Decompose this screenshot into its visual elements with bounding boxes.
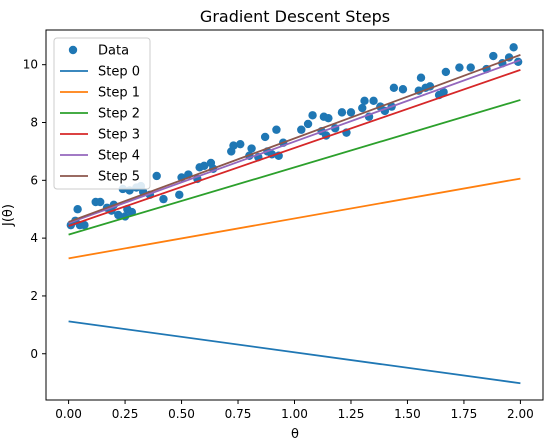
y-tick-label-5: 10 <box>23 58 38 72</box>
y-tick-label-4: 8 <box>30 116 38 130</box>
data-point-36 <box>260 132 270 142</box>
data-point-4 <box>80 220 89 230</box>
legend-label-1: Step 0 <box>98 65 140 80</box>
data-point-20 <box>152 171 161 181</box>
data-point-42 <box>297 125 306 134</box>
series-line-step-0 <box>68 320 521 385</box>
series-line-step-4 <box>68 59 521 224</box>
x-tick-label-5: 1.25 <box>338 407 365 421</box>
y-axis: 0 2 4 6 8 10 <box>23 58 46 361</box>
data-point-56 <box>369 96 378 106</box>
data-point-68 <box>441 67 451 77</box>
legend-label-4: Step 3 <box>98 128 140 143</box>
y-tick-label-2: 4 <box>30 231 38 245</box>
data-point-10 <box>114 210 123 220</box>
legend-label-2: Step 1 <box>98 86 140 101</box>
data-point-44 <box>308 111 317 120</box>
data-point-6 <box>96 197 105 207</box>
x-axis-label: θ <box>291 427 299 442</box>
data-point-21 <box>159 194 168 204</box>
data-point-48 <box>324 113 333 123</box>
data-point-15 <box>127 207 137 217</box>
data-point-31 <box>229 141 238 150</box>
data-point-43 <box>303 119 313 129</box>
data-point-52 <box>346 108 356 117</box>
x-tick-label-1: 0.25 <box>112 407 139 421</box>
data-point-34 <box>247 144 256 153</box>
x-tick-label-2: 0.50 <box>168 407 195 421</box>
data-point-60 <box>389 83 399 93</box>
plot-area <box>66 43 523 385</box>
data-point-53 <box>358 103 367 113</box>
series-line-step-3 <box>68 69 521 227</box>
x-tick-label-7: 1.75 <box>451 407 478 421</box>
legend-label-5: Step 4 <box>98 149 140 164</box>
data-point-72 <box>489 51 498 61</box>
x-tick-label-6: 1.50 <box>394 407 421 421</box>
data-point-50 <box>337 108 347 117</box>
data-point-54 <box>360 96 369 106</box>
data-point-63 <box>416 73 426 82</box>
legend-marker-data <box>68 45 78 55</box>
y-tick-label-3: 6 <box>30 173 38 187</box>
y-tick-label-1: 2 <box>30 289 38 303</box>
data-point-2 <box>73 205 82 214</box>
series-line-step-5 <box>68 54 521 223</box>
chart-title: Gradient Descent Steps <box>200 7 390 26</box>
data-point-27 <box>199 161 209 171</box>
data-point-70 <box>466 63 475 72</box>
y-axis-label: J(θ) <box>1 204 16 227</box>
data-point-61 <box>398 85 408 94</box>
data-point-67 <box>439 87 448 97</box>
data-point-39 <box>272 125 281 134</box>
x-tick-label-3: 0.75 <box>225 407 252 421</box>
x-tick-label-0: 0.00 <box>55 407 82 421</box>
data-point-75 <box>509 43 518 52</box>
data-point-69 <box>455 63 464 72</box>
series-line-step-1 <box>68 177 521 260</box>
legend-box <box>53 37 151 190</box>
legend-label-3: Step 2 <box>98 107 140 122</box>
x-tick-label-8: 2.00 <box>507 407 534 421</box>
legend-label-6: Step 5 <box>98 170 140 185</box>
legend-label-0: Data <box>98 44 129 59</box>
data-point-22 <box>175 190 184 199</box>
x-axis: 0.00 0.25 0.50 0.75 1.00 1.25 1.50 1.75 2.00 <box>55 400 534 421</box>
series-line-step-2 <box>68 99 521 236</box>
data-point-32 <box>236 139 245 149</box>
x-tick-label-4: 1.00 <box>281 407 308 421</box>
y-tick-label-0: 0 <box>30 347 38 361</box>
legend: Data Step 0 Step 1 Step 2 Step 3 Step 4 Step 5 <box>53 37 151 190</box>
